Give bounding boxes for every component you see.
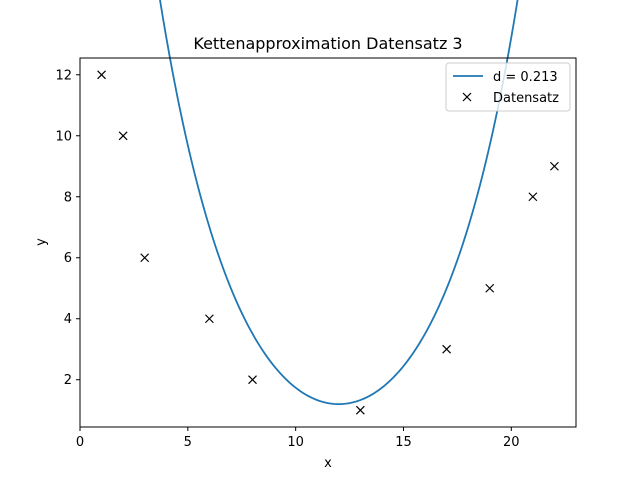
data-point — [442, 344, 452, 354]
data-point — [485, 283, 495, 293]
data-point — [140, 253, 150, 263]
y-tick-label: 6 — [64, 251, 72, 266]
x-axis-ticks: 0 5 10 15 20 — [76, 427, 520, 450]
fit-curve — [159, 0, 519, 406]
x-tick-label: 5 — [184, 435, 192, 450]
chart-title: Kettenapproximation Datensatz 3 — [193, 34, 462, 53]
data-point — [248, 375, 257, 385]
y-axis-label: y — [34, 238, 49, 246]
x-tick-label: 15 — [395, 435, 412, 450]
legend-box — [445, 62, 571, 112]
y-tick-label: 10 — [55, 129, 72, 144]
data-point — [204, 314, 214, 324]
y-tick-label: 8 — [64, 190, 72, 205]
legend: d = 0.213 Datensatz — [445, 62, 571, 112]
data-point — [528, 192, 538, 202]
y-tick-label: 12 — [55, 68, 72, 83]
data-point — [550, 161, 559, 171]
x-tick-label: 20 — [503, 435, 520, 450]
data-point — [97, 70, 106, 80]
plot-frame — [79, 57, 577, 428]
data-point — [118, 131, 128, 141]
x-tick-label: 10 — [287, 435, 304, 450]
y-tick-label: 4 — [64, 312, 72, 327]
x-axis-label: x — [324, 456, 332, 471]
legend-label-fit: d = 0.213 — [493, 70, 558, 85]
y-axis-ticks: 2 4 6 8 10 12 — [55, 68, 80, 388]
plot-layer — [97, 0, 559, 415]
legend-marker-swatch — [462, 92, 472, 102]
data-point — [355, 405, 365, 415]
legend-label-data: Datensatz — [493, 91, 559, 106]
y-tick-label: 2 — [64, 373, 72, 388]
x-tick-label: 0 — [76, 435, 84, 450]
